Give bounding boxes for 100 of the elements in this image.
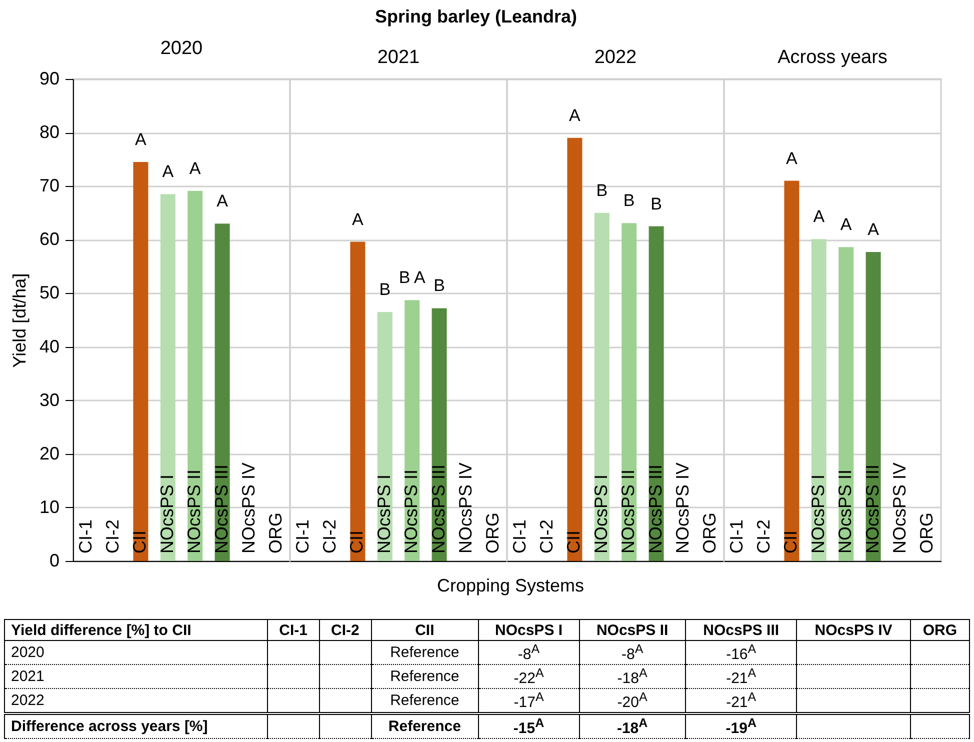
x-tick-label: NOcsPS IV (889, 462, 910, 554)
bar (404, 300, 420, 561)
text: NOcsPS II (579, 620, 686, 640)
text: 2021 (4, 664, 268, 688)
x-tick-label: CI-1 (75, 519, 96, 554)
x-tick-label: NOcsPS I (156, 474, 177, 554)
y-tick-label: 0 (49, 550, 60, 570)
y-tick-label: 40 (39, 336, 60, 356)
text: Reference (371, 714, 478, 738)
bar (594, 212, 610, 561)
text: 2020 (4, 640, 268, 664)
y-tick-label: 70 (39, 176, 60, 196)
x-tick-label: CI-1 (509, 519, 530, 554)
x-tick-label: CI-2 (320, 519, 340, 554)
x-tick-label: NOcsPS II (401, 469, 422, 554)
x-tick-label: NOcsPS IV (455, 462, 476, 554)
text: Reference (371, 664, 478, 688)
text: NOcsPS III (685, 620, 797, 640)
text: CI-1 (267, 620, 320, 640)
y-tick-label: 60 (39, 229, 60, 250)
annotation: A (813, 207, 826, 226)
bar (866, 252, 881, 561)
y-tick-label: 50 (39, 282, 60, 303)
text: -22$^{A}$ (478, 664, 580, 688)
x-tick-label: CI-2 (754, 519, 774, 554)
annotation: A (216, 192, 229, 211)
x-tick-label: CI-1 (726, 519, 746, 554)
y-tick-label: 80 (39, 122, 60, 142)
x-tick-label: NOcsPS III (211, 464, 232, 554)
annotation: A (868, 220, 880, 239)
bar (133, 162, 148, 561)
annotation: B (650, 194, 662, 214)
y-tick-label: 90 (39, 68, 60, 88)
x-tick-label: NOcsPS III (645, 464, 666, 554)
x-axis-title: Cropping Systems (436, 576, 584, 596)
bar (811, 239, 826, 561)
x-tick-label: ORG (916, 512, 937, 554)
annotation: B (596, 180, 608, 200)
text: -17$^{A}$ (478, 688, 580, 714)
bar (622, 223, 637, 561)
bar (214, 224, 230, 561)
x-tick-label: CII (564, 530, 584, 554)
y-tick-label: 30 (39, 390, 60, 410)
text: -16$^{A}$ (685, 640, 797, 664)
annotation: A (135, 130, 148, 150)
x-tick-label: ORG (700, 512, 720, 554)
annotation: B (623, 191, 635, 210)
x-tick-label: CI-1 (292, 519, 312, 554)
x-tick-label: NOcsPS I (374, 474, 394, 554)
text: NOcsPS I (478, 620, 580, 640)
chart-title: Across years (778, 47, 888, 68)
bar (838, 247, 854, 561)
text: -19$^{A}$ (685, 714, 797, 738)
text: -21$^{A}$ (685, 688, 797, 714)
chart-title: 2021 (377, 47, 420, 68)
text: -18$^{A}$ (579, 714, 686, 738)
annotation: B (434, 276, 445, 296)
x-tick-label: NOcsPS I (590, 474, 611, 554)
y-tick-label: 20 (39, 443, 60, 464)
text: 2022 (4, 688, 268, 714)
x-tick-label: NOcsPS I (808, 474, 828, 554)
x-tick-label: CII (130, 530, 150, 554)
bar (784, 180, 800, 561)
x-tick-label: NOcsPS III (862, 464, 882, 554)
x-tick-label: CII (780, 530, 801, 554)
text: CII (371, 620, 478, 640)
text: Difference across years [%] (4, 714, 268, 738)
bar (377, 312, 392, 561)
text: Reference (371, 640, 478, 664)
text: -15$^{A}$ (478, 714, 580, 738)
bar (350, 242, 366, 561)
text: Reference (371, 688, 478, 714)
bar (188, 190, 203, 561)
annotation: A (352, 210, 364, 229)
x-tick-label: ORG (266, 512, 286, 554)
text: -8$^{A}$ (478, 640, 580, 664)
bar (648, 226, 664, 561)
text: -8$^{A}$ (579, 640, 686, 664)
text: -21$^{A}$ (685, 664, 797, 688)
x-tick-label: NOcsPS III (428, 464, 448, 554)
annotation: A (189, 158, 202, 178)
annotation: B (379, 280, 391, 299)
x-tick-label: ORG (482, 512, 503, 554)
x-tick-label: CII (346, 530, 367, 554)
text: Spring barley (Leandra) (374, 6, 578, 26)
annotation: A (162, 162, 174, 182)
x-tick-label: NOcsPS II (835, 469, 856, 554)
text: Yield difference [%] to CII (4, 620, 268, 640)
text: CI-2 (319, 620, 372, 640)
x-tick-label: NOcsPS II (184, 469, 204, 554)
text: NOcsPS IV (796, 620, 910, 640)
y-axis-title: Yield [dt/ha] (9, 273, 30, 368)
x-tick-label: NOcsPS IV (672, 462, 692, 554)
text: -20$^{A}$ (579, 688, 686, 714)
x-tick-label: NOcsPS IV (238, 462, 258, 554)
annotation: B A (398, 268, 426, 288)
annotation: A (786, 148, 798, 168)
text: ORG (910, 620, 970, 640)
bar (160, 194, 176, 561)
annotation: A (840, 215, 852, 234)
